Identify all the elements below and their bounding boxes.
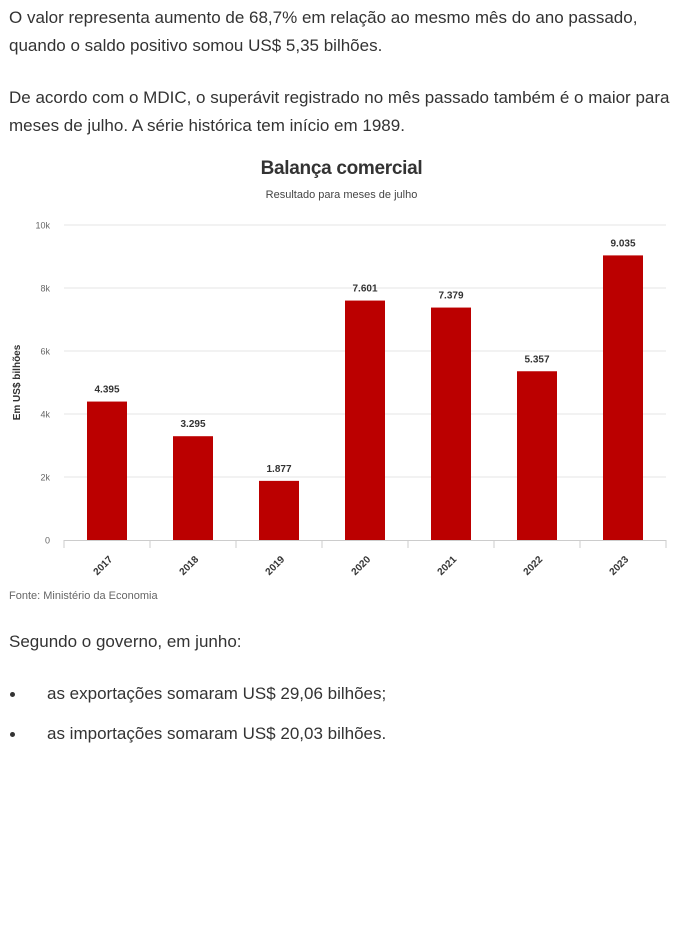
chart-subtitle: Resultado para meses de julho <box>265 189 418 201</box>
y-axis-title: Em US$ bilhões <box>12 344 23 420</box>
x-tick-label: 2019 <box>264 554 288 578</box>
y-tick-label: 10k <box>35 221 50 231</box>
data-label: 9.035 <box>610 238 635 249</box>
bar-2017 <box>87 401 127 540</box>
data-label: 7.601 <box>352 284 377 295</box>
y-tick-label: 2k <box>40 473 50 483</box>
bullet-text-imports: as importações somaram US$ 20,03 bilhões… <box>47 724 387 743</box>
data-label: 1.877 <box>266 464 291 475</box>
bullet-list: as exportações somaram US$ 29,06 bilhões… <box>0 680 683 760</box>
paragraph-intro: O valor representa aumento de 68,7% em r… <box>9 8 638 55</box>
y-tick-label: 8k <box>40 284 50 294</box>
bar-2022 <box>517 371 557 540</box>
bar-2019 <box>259 480 299 540</box>
x-tick-label: 2021 <box>436 554 460 578</box>
chart-title: Balança comercial <box>260 158 423 179</box>
y-tick-label: 0 <box>45 536 50 546</box>
bar-2023 <box>603 255 643 540</box>
bar-2021 <box>431 307 471 540</box>
data-label: 7.379 <box>438 291 463 302</box>
paragraph-mdic: De acordo com o MDIC, o superávit regist… <box>9 88 670 135</box>
data-label: 4.395 <box>94 385 119 396</box>
bar-2018 <box>173 436 213 540</box>
bar-2020 <box>345 300 385 540</box>
paragraph-june: Segundo o governo, em junho: <box>9 632 242 651</box>
bullet-item-imports: as importações somaram US$ 20,03 bilhões… <box>0 720 683 760</box>
bar-chart: 0 2k 4k 6k 8k 10k Em US$ bilhões 4.395 2017 3.295… <box>12 221 667 578</box>
bullet-item-exports: as exportações somaram US$ 29,06 bilhões… <box>0 680 683 720</box>
x-tick-label: 2017 <box>92 554 116 578</box>
x-tick-label: 2020 <box>350 554 374 578</box>
y-tick-label: 4k <box>40 410 50 420</box>
bullet-text-exports: as exportações somaram US$ 29,06 bilhões… <box>47 684 387 703</box>
bullet-dot-icon <box>10 692 15 697</box>
x-tick-label: 2018 <box>178 554 202 578</box>
chart-source: Fonte: Ministério da Economia <box>9 590 158 602</box>
x-tick-label: 2022 <box>522 554 546 578</box>
data-label: 5.357 <box>524 354 549 365</box>
x-tick-label: 2023 <box>608 554 632 578</box>
bullet-dot-icon <box>10 732 15 737</box>
y-tick-label: 6k <box>40 347 50 357</box>
data-label: 3.295 <box>180 419 205 430</box>
